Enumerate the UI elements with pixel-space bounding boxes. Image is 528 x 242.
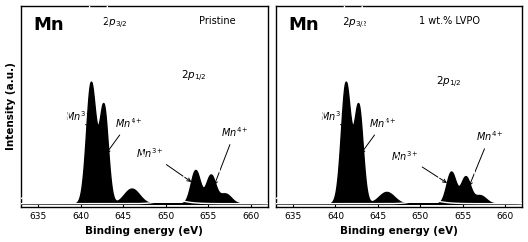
Text: $2p_{3/2}$: $2p_{3/2}$ bbox=[102, 16, 128, 31]
Y-axis label: Intensity (a.u.): Intensity (a.u.) bbox=[6, 62, 15, 150]
Text: 1 wt.% LVPO: 1 wt.% LVPO bbox=[419, 16, 480, 26]
Text: $Mn^{3+}$: $Mn^{3+}$ bbox=[136, 146, 191, 181]
Text: $Mn^{4+}$: $Mn^{4+}$ bbox=[469, 130, 503, 185]
Text: Mn: Mn bbox=[288, 16, 319, 34]
Text: $Mn^{4+}$: $Mn^{4+}$ bbox=[214, 125, 249, 184]
Text: Mn: Mn bbox=[33, 16, 64, 34]
Text: $Mn^{3+}$: $Mn^{3+}$ bbox=[320, 109, 348, 126]
Text: $Mn^{3+}$: $Mn^{3+}$ bbox=[65, 109, 93, 126]
Text: $2p_{1/2}$: $2p_{1/2}$ bbox=[436, 75, 461, 90]
X-axis label: Binding energy (eV): Binding energy (eV) bbox=[340, 227, 458, 236]
Text: Pristine: Pristine bbox=[199, 16, 235, 26]
Text: $Mn^{4+}$: $Mn^{4+}$ bbox=[362, 116, 397, 153]
Text: $2p_{1/2}$: $2p_{1/2}$ bbox=[181, 68, 207, 83]
Text: $2p_{3/2}$: $2p_{3/2}$ bbox=[343, 16, 369, 31]
X-axis label: Binding energy (eV): Binding energy (eV) bbox=[86, 227, 203, 236]
Text: $Mn^{4+}$: $Mn^{4+}$ bbox=[107, 116, 142, 153]
Text: $Mn^{3+}$: $Mn^{3+}$ bbox=[391, 149, 446, 182]
